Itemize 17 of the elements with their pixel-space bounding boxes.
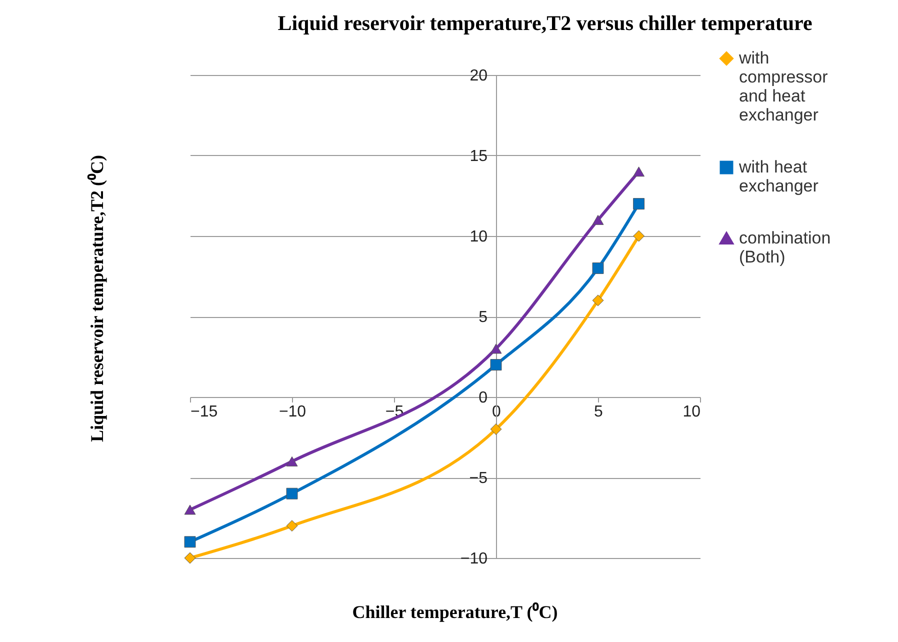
x-tick-label: −15 <box>190 404 218 420</box>
y-tick-label: 5 <box>478 309 488 326</box>
y-tick-label: −10 <box>460 550 488 568</box>
y-tick-label: 10 <box>470 228 488 246</box>
x-axis-title: Chiller temperature,T (⁰C) <box>352 602 558 622</box>
y-tick-label: 15 <box>470 148 488 165</box>
chart-title: Liquid reservoir temperature,T2 versus chiller temperature <box>278 11 812 35</box>
y-tick-label: 20 <box>470 68 488 84</box>
y-tick-label: −5 <box>469 470 488 487</box>
x-tick-label: −10 <box>278 404 306 420</box>
y-tick-label: 0 <box>478 390 488 406</box>
legend-label: with compressor and heat exchanger <box>738 48 828 124</box>
y-axis-title: Liquid reservoir temperature,T2 (⁰C) <box>87 155 107 442</box>
x-tick-label: 5 <box>594 404 604 420</box>
legend-label: with heat exchanger <box>738 158 819 196</box>
x-tick-label: 10 <box>682 404 701 420</box>
legend-label: combination (Both) <box>739 228 831 266</box>
